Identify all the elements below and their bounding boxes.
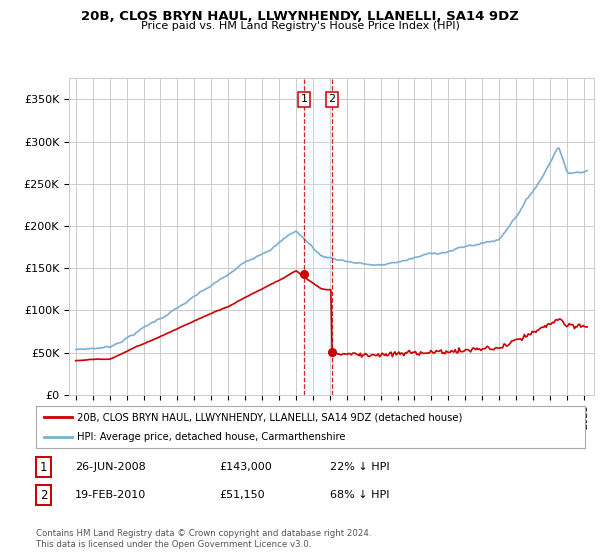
Text: 68% ↓ HPI: 68% ↓ HPI xyxy=(330,490,389,500)
Text: 19-FEB-2010: 19-FEB-2010 xyxy=(75,490,146,500)
Text: 1: 1 xyxy=(40,460,47,474)
Bar xyxy=(304,78,332,395)
Text: 22% ↓ HPI: 22% ↓ HPI xyxy=(330,462,389,472)
Text: 20B, CLOS BRYN HAUL, LLWYNHENDY, LLANELLI, SA14 9DZ: 20B, CLOS BRYN HAUL, LLWYNHENDY, LLANELL… xyxy=(81,10,519,22)
Text: Contains HM Land Registry data © Crown copyright and database right 2024.
This d: Contains HM Land Registry data © Crown c… xyxy=(36,529,371,549)
Text: £51,150: £51,150 xyxy=(219,490,265,500)
Text: Price paid vs. HM Land Registry's House Price Index (HPI): Price paid vs. HM Land Registry's House … xyxy=(140,21,460,31)
Text: 2: 2 xyxy=(40,488,47,502)
Text: £143,000: £143,000 xyxy=(219,462,272,472)
Text: 2: 2 xyxy=(328,95,335,105)
Text: 26-JUN-2008: 26-JUN-2008 xyxy=(75,462,146,472)
Text: 20B, CLOS BRYN HAUL, LLWYNHENDY, LLANELLI, SA14 9DZ (detached house): 20B, CLOS BRYN HAUL, LLWYNHENDY, LLANELL… xyxy=(77,412,463,422)
Text: 1: 1 xyxy=(301,95,308,105)
Text: HPI: Average price, detached house, Carmarthenshire: HPI: Average price, detached house, Carm… xyxy=(77,432,346,442)
